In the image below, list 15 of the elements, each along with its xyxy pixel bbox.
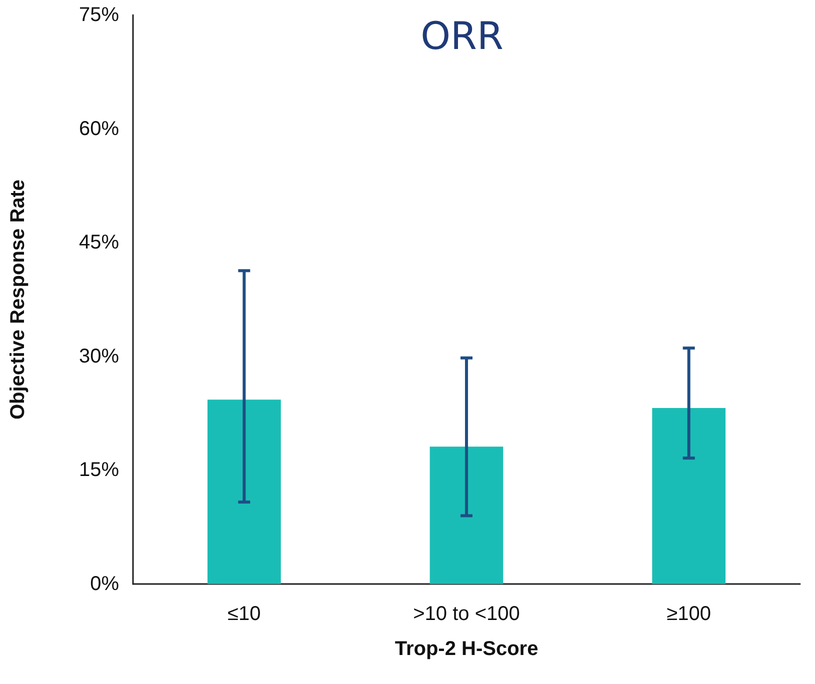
x-tick-label: >10 to <100 bbox=[413, 603, 520, 625]
y-tick-label: 45% bbox=[78, 232, 120, 254]
x-tick-label: ≤10 bbox=[228, 603, 261, 625]
y-tick-label: 0% bbox=[90, 573, 120, 595]
x-axis-title: Trop-2 H-Score bbox=[394, 638, 538, 660]
x-tick-label: ≥100 bbox=[666, 603, 712, 625]
y-tick-label: 75% bbox=[78, 4, 120, 26]
y-tick-label: 15% bbox=[78, 459, 120, 482]
bar bbox=[430, 446, 504, 584]
y-tick-label: 30% bbox=[78, 345, 120, 368]
bar bbox=[207, 400, 281, 584]
chart-title: ORR bbox=[420, 14, 504, 58]
y-axis-title: Objective Response Rate bbox=[7, 179, 29, 420]
y-tick-label: 60% bbox=[78, 118, 120, 140]
bar bbox=[652, 408, 726, 584]
